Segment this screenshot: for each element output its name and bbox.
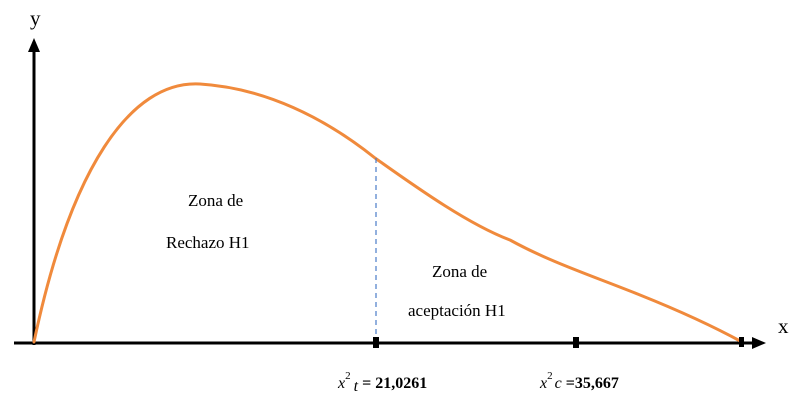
curve-end-tick <box>739 337 744 347</box>
critical-value-label: x2t = 21,0261 <box>337 370 427 395</box>
rejection-zone-label-line2: Rechazo H1 <box>166 233 250 252</box>
calculated-equals: = <box>562 375 575 392</box>
distribution-curve <box>32 82 744 344</box>
calculated-subscript: c <box>555 375 562 392</box>
calculated-symbol: x <box>539 375 547 392</box>
calculated-value-tick <box>573 337 579 348</box>
critical-subscript: t <box>354 378 359 395</box>
rejection-zone-label-line1: Zona de <box>188 191 243 210</box>
x-axis-arrow <box>752 337 766 349</box>
critical-equals: = <box>358 375 375 392</box>
critical-exponent: 2 <box>345 370 351 382</box>
calculated-value-label: x2 c =35,667 <box>539 370 619 392</box>
acceptance-zone-label-line2: aceptación H1 <box>408 301 506 320</box>
calculated-exponent: 2 <box>547 370 553 382</box>
critical-value-tick <box>373 337 379 348</box>
calculated-value: 35,667 <box>575 375 619 392</box>
y-axis-arrow <box>28 38 40 52</box>
critical-symbol: x <box>337 375 345 392</box>
x-axis-label: x <box>778 314 789 338</box>
critical-value: 21,0261 <box>375 375 427 392</box>
acceptance-zone-label-line1: Zona de <box>432 262 487 281</box>
y-axis-label: y <box>30 6 41 30</box>
